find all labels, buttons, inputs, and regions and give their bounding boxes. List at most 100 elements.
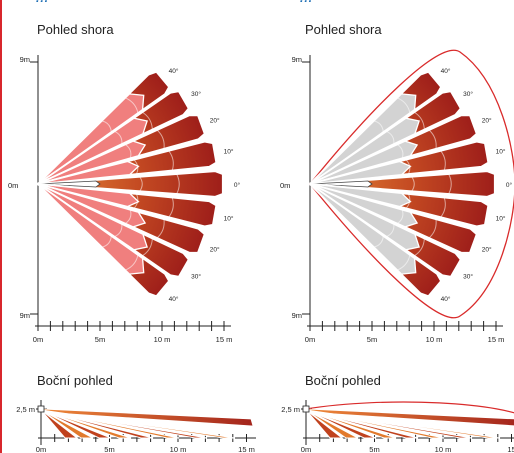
left-accent-bar	[0, 0, 2, 453]
side-beam	[40, 409, 79, 439]
angle-label: 30°	[463, 90, 473, 98]
beam-stripe	[373, 236, 384, 248]
header-fragment-right: ...	[300, 0, 313, 5]
left-side-view-diagram: 2,5 m 0m 5m 10 m 15 m	[16, 400, 256, 453]
beam-near-field	[37, 183, 145, 275]
side-x-label: 10 m	[435, 445, 452, 453]
beam-stripe	[139, 176, 143, 192]
y-label-top: 9m	[20, 55, 30, 64]
angle-label: 40°	[441, 295, 451, 303]
side-x-label: 15	[507, 445, 514, 453]
beam-stripe	[397, 209, 404, 224]
beam-stripe	[428, 129, 437, 149]
beam-zone	[37, 183, 171, 298]
beam-near-field	[309, 140, 419, 185]
side-beam	[40, 409, 154, 439]
angle-label: 20°	[210, 245, 220, 253]
angle-label: 10°	[496, 147, 506, 155]
beam-near-field	[37, 160, 140, 185]
beam-stripe	[125, 209, 132, 224]
beam-near-field	[37, 183, 140, 208]
right-top-view-title: Pohled shora	[305, 22, 382, 37]
angle-label: 0°	[234, 181, 241, 189]
side-beam	[305, 409, 359, 439]
angle-label: 30°	[463, 272, 473, 280]
coverage-outline	[309, 49, 514, 319]
side-height-label: 2,5 m	[281, 405, 300, 414]
beam-stripe	[373, 120, 384, 132]
beam-stripe	[414, 111, 425, 130]
angle-label: 40°	[441, 67, 451, 75]
side-x-label: 10 m	[170, 445, 187, 453]
y-label-zero: 0m	[8, 181, 18, 190]
sensor-marker	[37, 405, 45, 413]
beam-segment	[309, 169, 497, 199]
beam-stripe	[386, 131, 395, 144]
beam-origin-tip	[37, 180, 101, 188]
beam-stripe	[114, 224, 123, 237]
side-x-label: 15 m	[238, 445, 255, 453]
beam-near-field	[309, 183, 412, 208]
side-height-label: 2,5 m	[16, 405, 35, 414]
side-beam	[305, 409, 419, 439]
right-side-view-title: Boční pohled	[305, 373, 381, 388]
x-axis-label: 15 m	[488, 335, 505, 344]
sensor-marker	[302, 405, 310, 413]
beam-stripe	[168, 197, 174, 218]
beam-zone	[37, 70, 171, 185]
side-beam	[305, 409, 501, 439]
x-axis-label: 10 m	[154, 335, 171, 344]
beam-stripe	[125, 97, 139, 114]
side-beam	[40, 409, 236, 439]
beam-stripe	[114, 131, 123, 144]
beam-stripe	[440, 197, 446, 218]
beam-near-field	[37, 183, 147, 228]
x-axis-label: 5m	[367, 335, 377, 344]
beam-zone	[309, 183, 443, 298]
y-label-bottom: 9m	[292, 311, 302, 320]
beam-stripe	[101, 236, 112, 248]
beam-zone	[37, 113, 207, 186]
side-beam	[40, 409, 94, 439]
beam-zone	[309, 89, 463, 185]
beam-zone	[37, 182, 218, 228]
x-axis-label: 0m	[33, 335, 43, 344]
beam-stripe	[142, 111, 153, 130]
beam-zone	[309, 169, 497, 199]
side-beam	[305, 409, 473, 439]
side-beam	[305, 409, 377, 439]
y-label-bottom: 9m	[20, 311, 30, 320]
beam-stripe	[405, 159, 411, 175]
beam-origin-tip	[309, 180, 373, 188]
beam-stripe	[405, 193, 411, 209]
beam-stripe	[414, 238, 425, 257]
beam-stripe	[397, 97, 411, 114]
angle-label: 10°	[224, 147, 234, 155]
angle-label: 20°	[482, 117, 492, 125]
side-x-label: 5m	[369, 445, 379, 453]
beam-segment	[37, 169, 225, 199]
side-beam	[40, 409, 180, 439]
beam-zone	[37, 89, 191, 185]
x-axis-label: 15 m	[216, 335, 233, 344]
beam-zone	[309, 140, 490, 186]
beam-zone	[37, 183, 191, 279]
beam-stripe	[142, 238, 153, 257]
beam-zone	[309, 182, 479, 255]
angle-label: 10°	[496, 215, 506, 223]
beam-stripe	[440, 150, 446, 171]
angle-label: 20°	[482, 245, 492, 253]
beam-stripe	[125, 254, 139, 271]
side-beam	[40, 409, 208, 439]
side-beam	[305, 409, 445, 439]
beam-near-field	[309, 183, 417, 275]
right-top-view-diagram: 9m 0m 9m 0m 5m 10 m 15 m 40° 30° 20° 10° 0° 10° 20° 30…	[280, 49, 514, 344]
beam-zone	[309, 113, 479, 186]
beam-zone	[309, 70, 443, 185]
beam-stripe	[101, 120, 112, 132]
side-x-label: 0m	[36, 445, 46, 453]
side-beam	[40, 409, 112, 439]
angle-label: 20°	[210, 117, 220, 125]
y-label-top: 9m	[292, 55, 302, 64]
